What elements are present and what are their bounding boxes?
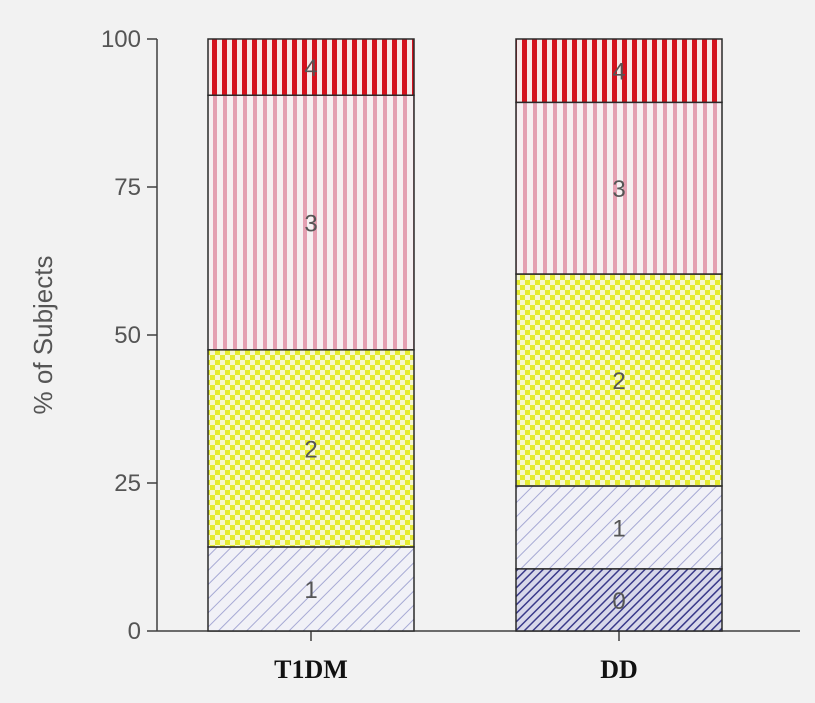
y-axis-title: % of Subjects <box>28 256 58 415</box>
segment-label: 3 <box>304 211 317 238</box>
x-tick-label: T1DM <box>274 655 348 684</box>
bar-segment-dd-1 <box>515 485 723 570</box>
bar-segment-t1dm-1 <box>207 546 415 632</box>
y-tick-label: 100 <box>101 26 141 53</box>
bar-segment-dd-2 <box>515 273 723 487</box>
segment-label: 0 <box>612 588 625 615</box>
bar-segment-t1dm-4 <box>207 38 415 96</box>
bar-segment-dd-0 <box>515 568 723 632</box>
y-tick-label: 50 <box>114 322 141 349</box>
segment-label: 1 <box>304 577 317 604</box>
segment-label: 2 <box>304 436 317 463</box>
segment-label: 3 <box>612 176 625 203</box>
segment-label: 2 <box>612 368 625 395</box>
y-tick-label: 75 <box>114 174 141 201</box>
segment-label: 4 <box>304 55 317 82</box>
bar-segment-dd-4 <box>515 38 723 104</box>
y-tick-label: 25 <box>114 470 141 497</box>
y-tick-label: 0 <box>128 618 141 645</box>
bar-segment-t1dm-2 <box>207 349 415 548</box>
x-tick-label: DD <box>600 655 638 684</box>
segment-label: 1 <box>612 515 625 542</box>
bar-segment-dd-3 <box>515 101 723 275</box>
segment-label: 4 <box>612 59 625 86</box>
